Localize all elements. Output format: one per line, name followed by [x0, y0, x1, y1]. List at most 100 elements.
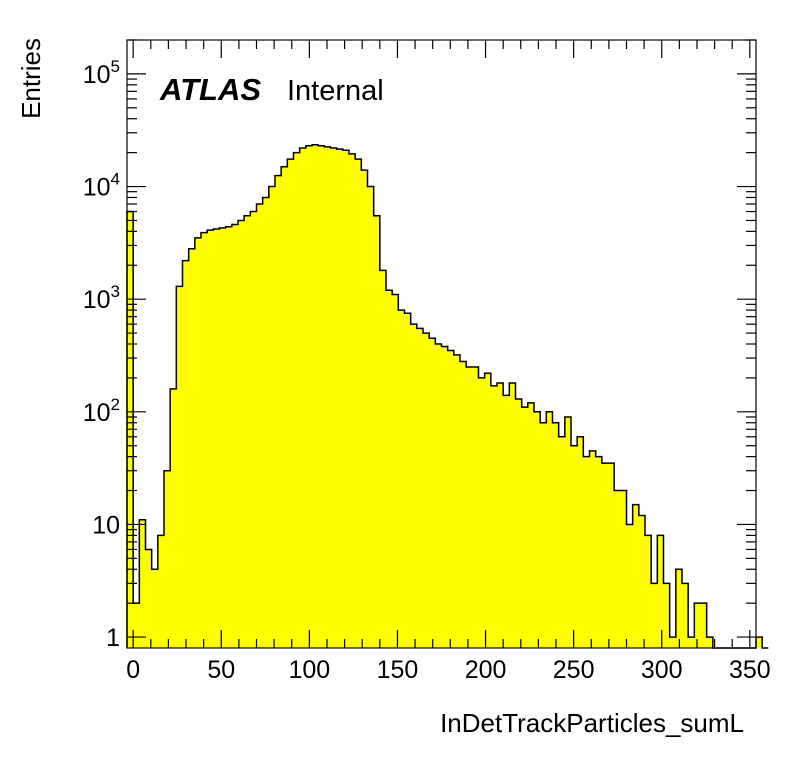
x-tick-label: 300: [641, 656, 683, 684]
histogram-bar: [669, 637, 677, 648]
histogram-bar: [595, 456, 603, 648]
histogram-bar: [373, 215, 381, 649]
histogram-bar: [342, 150, 350, 648]
histogram-bar: [182, 260, 190, 648]
y-tick-label: 10: [92, 511, 120, 539]
x-tick-label: 150: [377, 656, 419, 684]
histogram-bar: [608, 463, 615, 648]
histogram-bar: [275, 175, 282, 648]
histogram-bar: [484, 373, 492, 648]
atlas-label: ATLAS: [159, 72, 261, 107]
histogram-bar: [564, 416, 572, 648]
histogram-bar: [546, 411, 553, 648]
histogram-bar: [238, 220, 245, 648]
x-tick-labels: 0 50 100 150 200 250 300 350: [126, 656, 770, 684]
histogram-bar: [250, 211, 257, 648]
histogram-bar: [170, 388, 177, 648]
histogram-bar: [651, 583, 658, 648]
histogram-bar: [268, 186, 276, 649]
y-axis-title: Entries: [16, 38, 46, 119]
histogram-bar: [626, 524, 634, 648]
histogram-bar: [281, 166, 288, 648]
histogram-bar: [614, 490, 621, 648]
histogram-bar: [410, 324, 418, 648]
histogram-bar: [423, 333, 430, 648]
histogram-bar: [571, 445, 578, 648]
histogram-bar: [318, 145, 325, 649]
histogram-bar: [534, 411, 541, 648]
histogram-bar: [552, 422, 560, 648]
histogram-bar: [694, 603, 701, 648]
histogram-bar: [460, 361, 467, 648]
x-tick-label: 0: [126, 656, 140, 684]
histogram-bar: [429, 338, 436, 648]
histogram-bar: [330, 147, 338, 648]
histogram-bar: [558, 436, 566, 648]
histogram-bar: [379, 270, 387, 648]
x-tick-label: 200: [465, 656, 507, 684]
y-tick-labels: 1 10 102 103 104 105: [83, 57, 120, 652]
histogram-bar: [355, 159, 362, 649]
histogram-bar: [540, 422, 547, 648]
histogram-bar: [706, 637, 714, 648]
histogram-bar: [151, 569, 159, 648]
histogram-bar: [139, 519, 146, 648]
histogram-bar: [207, 230, 214, 648]
histogram-bar: [638, 515, 646, 648]
histogram-bar: [312, 144, 319, 648]
histogram-bar: [231, 224, 239, 648]
histogram-bar: [675, 569, 683, 648]
x-tick-label: 350: [729, 656, 771, 684]
x-tick-label: 250: [553, 656, 595, 684]
histogram-bar: [293, 152, 301, 648]
histogram-bar: [386, 290, 393, 648]
histogram-bar: [349, 153, 356, 648]
histogram-bar: [435, 344, 442, 648]
histogram-bar: [490, 385, 498, 648]
histogram-bar: [256, 203, 264, 649]
y-tick-label: 103: [83, 282, 120, 314]
histogram-bar: [361, 170, 368, 648]
histogram-bar: [305, 145, 313, 649]
axis-ticks: [127, 39, 756, 648]
y-tick-label: 104: [83, 170, 120, 202]
y-tick-label: 1: [106, 624, 120, 652]
histogram-bar: [367, 186, 375, 649]
histogram-bar: [416, 328, 424, 648]
histogram-bar: [157, 535, 165, 648]
histogram-bar: [632, 504, 640, 648]
histogram-bar: [700, 603, 708, 648]
histogram-bar: [133, 603, 140, 648]
histogram-bar: [336, 149, 344, 648]
histogram-outline: [126, 144, 769, 649]
histogram-bar: [497, 383, 504, 648]
x-axis-title: InDetTrackParticles_sumL: [440, 708, 744, 738]
histogram-bar: [756, 637, 763, 648]
histogram-bar: [453, 354, 461, 648]
histogram-bar: [583, 456, 590, 648]
histogram-bar: [176, 286, 183, 648]
histogram-bar: [601, 463, 609, 648]
histogram-bar: [515, 398, 523, 648]
histogram-bar: [244, 215, 251, 649]
histogram-bar: [657, 535, 664, 648]
histogram-bar: [225, 226, 233, 648]
histogram-bar: [682, 583, 689, 648]
y-tick-label: 105: [83, 57, 120, 89]
histogram-bar: [620, 490, 627, 648]
histogram-bar: [503, 395, 510, 648]
histogram-bar: [324, 146, 331, 648]
histogram-bar: [145, 549, 153, 648]
histogram-bar: [466, 366, 473, 648]
histogram-bar: [299, 147, 307, 648]
histogram-bar: [472, 366, 479, 648]
histogram-bar: [404, 313, 412, 648]
histogram-bars: [127, 144, 763, 649]
histogram-bar: [164, 470, 171, 648]
status-label: Internal: [287, 75, 384, 107]
histogram-bar: [577, 436, 584, 648]
x-tick-label: 100: [288, 656, 330, 684]
histogram-bar: [663, 583, 671, 648]
histogram-bar: [194, 237, 202, 648]
